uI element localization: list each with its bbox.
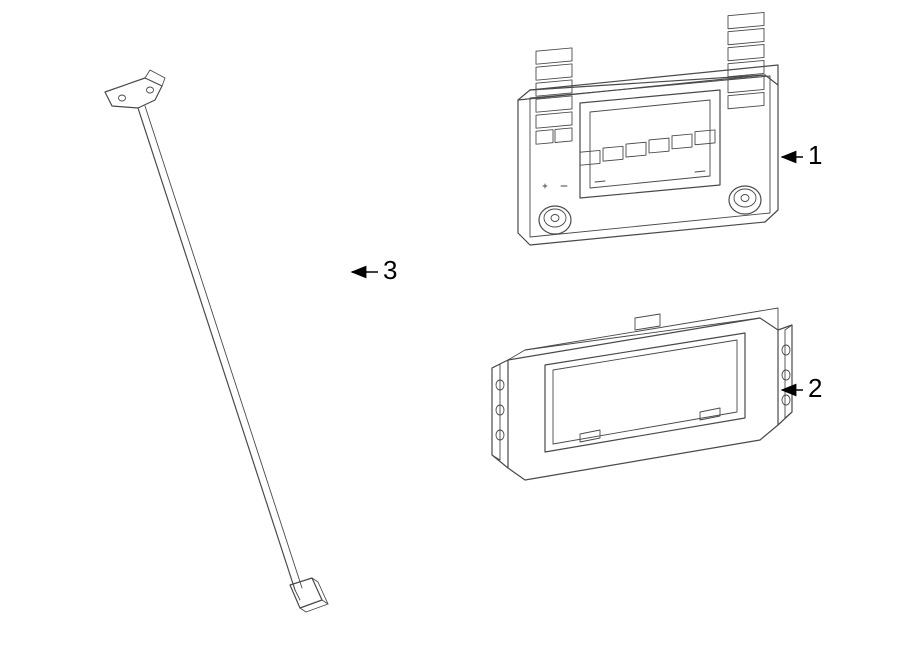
diagram-svg	[0, 0, 900, 661]
radio-navigation-unit	[518, 12, 778, 245]
antenna-cable	[105, 70, 328, 612]
callout-arrows	[352, 157, 803, 390]
callout-label-2: 2	[808, 375, 822, 401]
callout-label-3: 3	[383, 257, 397, 283]
callout-label-1: 1	[808, 142, 822, 168]
mounting-bracket	[492, 308, 792, 480]
parts-diagram: 1 2 3	[0, 0, 900, 661]
